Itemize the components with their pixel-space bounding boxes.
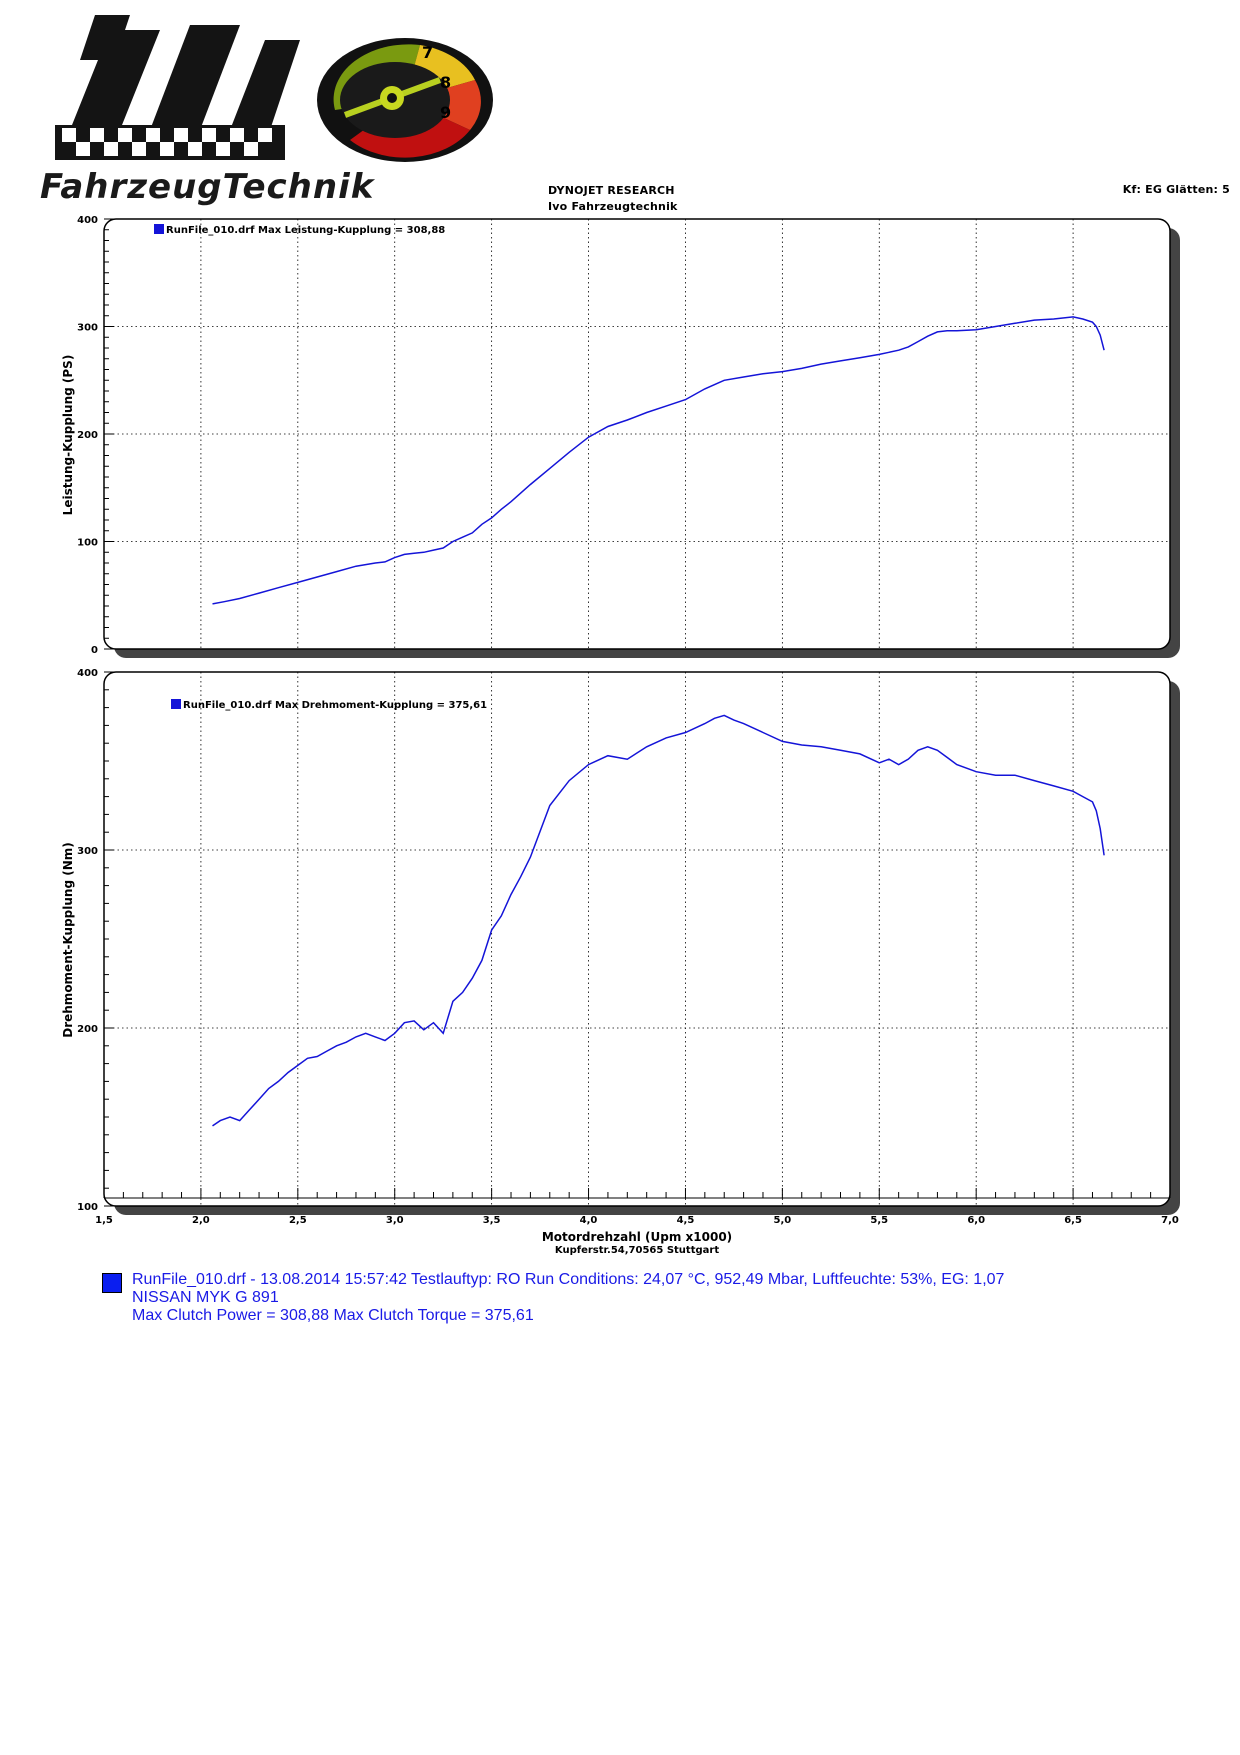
x-axis-ticks — [103, 1188, 1171, 1199]
report-title: DYNOJET RESEARCH — [548, 184, 675, 197]
power-legend-label: RunFile_010.drf Max Leistung-Kupplung = … — [166, 225, 445, 236]
torque-panel: 100 200 300 400 1,5 2,0 2,5 3,0 3,5 4,0 4,5 5,0 5,5… — [61, 668, 1180, 1256]
torque-y-ticks — [104, 671, 114, 1207]
power-y-tick-label: 300 — [77, 323, 98, 334]
gauge-number-9: 9 — [440, 103, 451, 122]
vehicle-line: NISSAN MYK G 891 — [132, 1289, 279, 1306]
torque-series-line — [212, 714, 1105, 1127]
max-values-line: Max Clutch Power = 308,88 Max Clutch Tor… — [132, 1307, 534, 1324]
dyno-charts: 0 100 200 300 400 RunFile_010.drf Max Leistu… — [61, 215, 1180, 1256]
company-logo: 7 8 9 FahrzeugTechnik — [40, 15, 493, 207]
report-subtitle: Ivo Fahrzeugtechnik — [548, 200, 678, 213]
power-y-labels: 0 100 200 300 400 — [77, 215, 98, 656]
power-legend-swatch — [154, 224, 164, 234]
report-header: DYNOJET RESEARCH Ivo Fahrzeugtechnik — [548, 183, 748, 215]
x-tick-label: 2,5 — [289, 1215, 307, 1226]
x-tick-label: 6,5 — [1064, 1215, 1082, 1226]
x-tick-label: 2,0 — [192, 1215, 210, 1226]
torque-y-tick-label: 300 — [77, 846, 98, 857]
gauge-number-7: 7 — [422, 43, 433, 62]
power-y-tick-label: 0 — [91, 645, 98, 656]
filter-info: Kf: EG Glätten: 5 — [1122, 183, 1230, 196]
run-conditions-line: RunFile_010.drf - 13.08.2014 15:57:42 Te… — [132, 1271, 1005, 1288]
x-tick-label: 4,0 — [580, 1215, 598, 1226]
x-tick-label: 1,5 — [95, 1215, 113, 1226]
x-axis-labels: 1,5 2,0 2,5 3,0 3,5 4,0 4,5 5,0 5,5 6,0 6,5 7,0 — [95, 1215, 1179, 1226]
power-panel-frame — [103, 218, 1171, 650]
checkered-flag — [55, 125, 285, 160]
gauge-icon: 7 8 9 — [317, 38, 493, 162]
torque-y-tick-label: 400 — [77, 668, 98, 679]
power-y-tick-label: 100 — [77, 538, 98, 549]
gauge-number-8: 8 — [440, 73, 451, 92]
address-line: Kupferstr.54,70565 Stuttgart — [555, 1245, 719, 1256]
torque-y-tick-label: 200 — [77, 1024, 98, 1035]
x-tick-label: 5,0 — [774, 1215, 792, 1226]
power-panel: 0 100 200 300 400 RunFile_010.drf Max Leistu… — [61, 215, 1180, 658]
x-tick-label: 3,5 — [483, 1215, 501, 1226]
x-tick-label: 6,0 — [967, 1215, 985, 1226]
x-tick-label: 4,5 — [677, 1215, 695, 1226]
power-y-axis-title: Leistung-Kupplung (PS) — [61, 355, 75, 516]
torque-grid — [104, 672, 1170, 1206]
x-tick-label: 5,5 — [870, 1215, 888, 1226]
torque-legend-label: RunFile_010.drf Max Drehmoment-Kupplung … — [183, 700, 487, 711]
torque-legend-swatch — [171, 699, 181, 709]
run-color-swatch — [102, 1273, 122, 1293]
torque-panel-frame — [103, 671, 1171, 1207]
torque-y-axis-title: Drehmoment-Kupplung (Nm) — [61, 842, 75, 1038]
x-tick-label: 7,0 — [1161, 1215, 1179, 1226]
torque-y-tick-label: 100 — [77, 1202, 98, 1213]
torque-y-labels: 100 200 300 400 — [77, 668, 98, 1213]
logo-bars — [70, 15, 300, 130]
x-tick-label: 3,0 — [386, 1215, 404, 1226]
power-series-line — [212, 316, 1105, 605]
power-y-tick-label: 200 — [77, 430, 98, 441]
x-axis-title: Motordrehzahl (Upm x1000) — [542, 1230, 732, 1244]
logo-text: FahrzeugTechnik — [40, 167, 376, 207]
power-y-ticks — [104, 218, 114, 650]
power-y-tick-label: 400 — [77, 215, 98, 226]
